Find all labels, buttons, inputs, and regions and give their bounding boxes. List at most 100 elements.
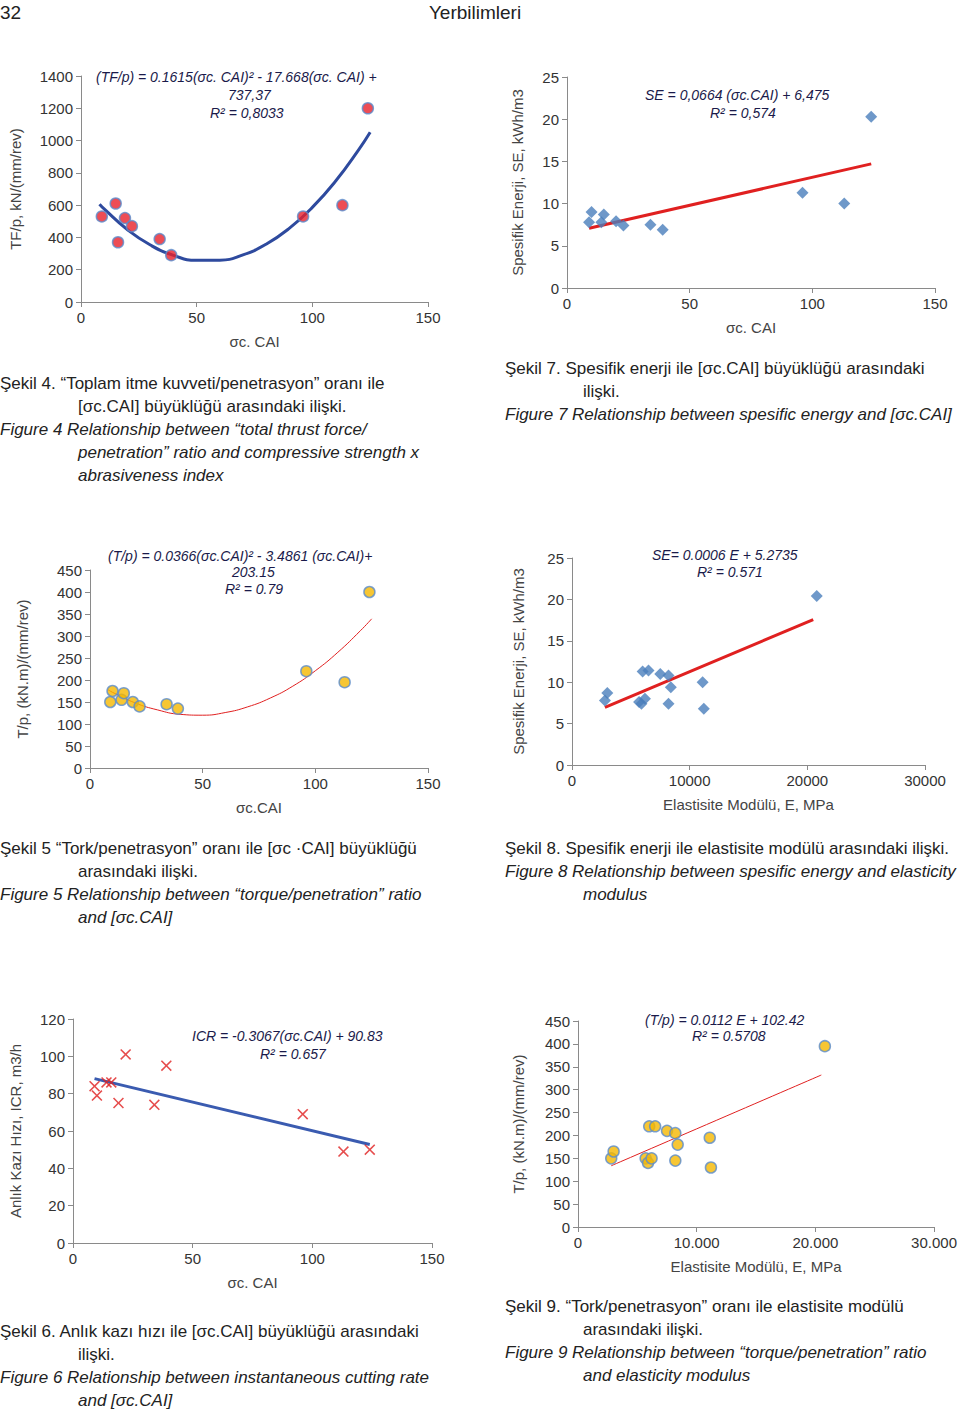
svg-text:400: 400: [48, 229, 73, 246]
svg-text:25: 25: [542, 69, 559, 86]
svg-text:ICR = -0.3067(σc.CAI) + 90.83: ICR = -0.3067(σc.CAI) + 90.83: [192, 1028, 383, 1044]
svg-text:20: 20: [48, 1197, 65, 1214]
svg-text:Spesifik Enerji, SE, kWh/m3: Spesifik Enerji, SE, kWh/m3: [509, 89, 526, 276]
svg-text:R² = 0.571: R² = 0.571: [697, 564, 763, 580]
svg-text:R² = 0,8033: R² = 0,8033: [210, 105, 284, 121]
html-text:Şekil 4. “Toplam itme kuvveti/: Şekil 4. “Toplam itme kuvveti/penetrasyo…: [0, 374, 385, 416]
svg-text:50: 50: [553, 1196, 570, 1213]
svg-text:0: 0: [574, 1234, 582, 1251]
svg-text:T/p, (kN.m)/(mm/rev): T/p, (kN.m)/(mm/rev): [510, 1054, 527, 1193]
svg-text:450: 450: [57, 562, 82, 579]
svg-text:10000: 10000: [669, 772, 711, 789]
svg-text:300: 300: [57, 628, 82, 645]
svg-text:150: 150: [922, 295, 947, 312]
svg-text:60: 60: [48, 1123, 65, 1140]
svg-text:50: 50: [194, 775, 211, 792]
svg-text:120: 120: [40, 1011, 65, 1028]
svg-text:σc.CAI: σc.CAI: [236, 799, 282, 816]
svg-text:15: 15: [547, 632, 564, 649]
svg-text:400: 400: [57, 584, 82, 601]
svg-text:0: 0: [562, 1219, 570, 1236]
svg-text:100: 100: [545, 1173, 570, 1190]
svg-text:250: 250: [545, 1104, 570, 1121]
svg-text:100: 100: [57, 716, 82, 733]
svg-text:203.15: 203.15: [231, 564, 275, 580]
svg-text:Anlık Kazı Hızı, ICR, m3/h: Anlık Kazı Hızı, ICR, m3/h: [7, 1044, 24, 1218]
svg-text:0: 0: [86, 775, 94, 792]
svg-text:20: 20: [542, 111, 559, 128]
svg-text:TF/p, kN/(mm/rev): TF/p, kN/(mm/rev): [7, 128, 24, 250]
svg-text:450: 450: [545, 1013, 570, 1030]
svg-text:50: 50: [65, 738, 82, 755]
svg-text:100: 100: [40, 1048, 65, 1065]
svg-text:R² = 0.5708: R² = 0.5708: [692, 1028, 766, 1044]
svg-text:150: 150: [419, 1250, 444, 1267]
svg-text:30.000: 30.000: [911, 1234, 957, 1251]
svg-text:20.000: 20.000: [792, 1234, 838, 1251]
svg-text:50: 50: [188, 309, 205, 326]
svg-text:σc. CAI: σc. CAI: [726, 319, 776, 336]
svg-text:0: 0: [563, 295, 571, 312]
svg-text:200: 200: [545, 1127, 570, 1144]
svg-text:1000: 1000: [40, 132, 73, 149]
svg-text:10: 10: [547, 674, 564, 691]
svg-text:200: 200: [48, 261, 73, 278]
svg-text:300: 300: [545, 1081, 570, 1098]
svg-text:1400: 1400: [40, 68, 73, 85]
svg-text:σc. CAI: σc. CAI: [227, 1274, 277, 1291]
svg-text:R² = 0.657: R² = 0.657: [260, 1046, 327, 1062]
svg-text:σc. CAI: σc. CAI: [229, 333, 279, 350]
svg-text:1200: 1200: [40, 100, 73, 117]
svg-text:50: 50: [681, 295, 698, 312]
svg-text:40: 40: [48, 1160, 65, 1177]
svg-text:0: 0: [551, 280, 559, 297]
svg-text:Elastisite Modülü, E, MPa: Elastisite Modülü, E, MPa: [671, 1258, 843, 1275]
svg-text:350: 350: [57, 606, 82, 623]
svg-text:737,37: 737,37: [228, 87, 272, 103]
svg-text:50: 50: [184, 1250, 201, 1267]
svg-text:100: 100: [800, 295, 825, 312]
svg-text:150: 150: [415, 309, 440, 326]
svg-text:200: 200: [57, 672, 82, 689]
svg-text:Elastisite Modülü, E, MPa: Elastisite Modülü, E, MPa: [663, 796, 835, 813]
svg-text:0: 0: [77, 309, 85, 326]
svg-text:R² = 0,574: R² = 0,574: [710, 105, 776, 121]
svg-text:5: 5: [556, 715, 564, 732]
svg-text:0: 0: [69, 1250, 77, 1267]
svg-text:350: 350: [545, 1058, 570, 1075]
svg-text:10: 10: [542, 195, 559, 212]
svg-text:80: 80: [48, 1085, 65, 1102]
svg-text:0: 0: [57, 1235, 65, 1252]
svg-text:10.000: 10.000: [674, 1234, 720, 1251]
svg-text:100: 100: [300, 309, 325, 326]
html-text:Figure 4 Relationship between: Figure 4 Relationship between “total thr…: [0, 420, 420, 485]
svg-text:15: 15: [542, 153, 559, 170]
svg-text:R² = 0.79: R² = 0.79: [225, 581, 283, 597]
svg-text:(T/p) = 0.0112 E + 102.42: (T/p) = 0.0112 E + 102.42: [645, 1012, 805, 1028]
svg-text:25: 25: [547, 550, 564, 567]
svg-text:5: 5: [551, 237, 559, 254]
svg-text:30000: 30000: [904, 772, 946, 789]
svg-text:0: 0: [568, 772, 576, 789]
svg-text:(TF/p) = 0.1615(σc. CAI)² - 17: (TF/p) = 0.1615(σc. CAI)² - 17.668(σc. C…: [96, 69, 377, 85]
svg-text:(T/p) = 0.0366(σc.CAI)² - 3.48: (T/p) = 0.0366(σc.CAI)² - 3.4861 (σc.CAI…: [108, 548, 372, 564]
html-text:Şekil 7. Spesifik enerji ile [: Şekil 7. Spesifik enerji ile [σc.CAI] bü…: [505, 359, 925, 401]
svg-text:600: 600: [48, 197, 73, 214]
svg-text:250: 250: [57, 650, 82, 667]
svg-text:0: 0: [65, 294, 73, 311]
svg-text:100: 100: [300, 1250, 325, 1267]
svg-text:0: 0: [556, 757, 564, 774]
svg-text:400: 400: [545, 1035, 570, 1052]
svg-text:SE= 0.0006 E + 5.2735: SE= 0.0006 E + 5.2735: [652, 547, 798, 563]
svg-text:SE = 0,0664 (σc.CAI) + 6,475: SE = 0,0664 (σc.CAI) + 6,475: [645, 87, 830, 103]
svg-text:Spesifik Enerji, SE, kWh/m3: Spesifik Enerji, SE, kWh/m3: [510, 568, 527, 755]
svg-text:150: 150: [415, 775, 440, 792]
svg-text:150: 150: [57, 694, 82, 711]
svg-text:20000: 20000: [786, 772, 828, 789]
svg-text:20: 20: [547, 591, 564, 608]
svg-text:800: 800: [48, 164, 73, 181]
svg-text:150: 150: [545, 1150, 570, 1167]
svg-text:100: 100: [303, 775, 328, 792]
svg-text:T/p, (kN.m)/(mm/rev): T/p, (kN.m)/(mm/rev): [14, 599, 31, 738]
svg-text:0: 0: [74, 760, 82, 777]
